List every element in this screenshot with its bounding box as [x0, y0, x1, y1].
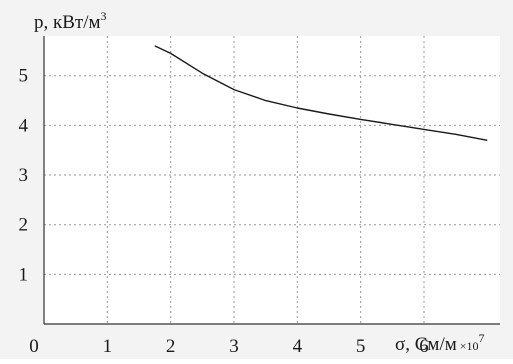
x-tick-label: 3: [229, 336, 239, 357]
x-tick-label: 1: [103, 336, 113, 357]
y-tick-label: 3: [19, 165, 29, 186]
x-axis-multiplier-exponent: 7: [479, 331, 485, 345]
y-axis-title: p, кВт/м3: [34, 9, 107, 33]
x-tick-label: 2: [166, 336, 176, 357]
y-axis-title-text: p, кВт/м: [34, 12, 101, 33]
y-tick-label: 4: [19, 115, 29, 136]
axes: [43, 36, 500, 325]
x-tick-label: 0: [29, 336, 39, 357]
y-tick-label: 5: [19, 66, 29, 87]
y-tick-label: 2: [19, 215, 29, 236]
x-axis-multiplier: ×10: [460, 339, 479, 353]
series-line: [154, 45, 488, 141]
x-axis-title: σ, См/м ×107: [395, 331, 485, 355]
x-tick-label: 6: [419, 336, 429, 357]
x-axis-title-text: σ, См/м: [395, 334, 457, 355]
x-tick-label: 4: [293, 336, 303, 357]
y-tick-label: 1: [19, 264, 29, 285]
y-axis-title-exponent: 3: [101, 9, 107, 23]
plot-area: [44, 36, 500, 324]
grid: [44, 36, 500, 324]
x-tick-label: 5: [356, 336, 366, 357]
series-layer: [154, 45, 488, 141]
tick-labels: 0 1 2 3 4 5 6 1 2 3 4 5: [19, 66, 429, 357]
